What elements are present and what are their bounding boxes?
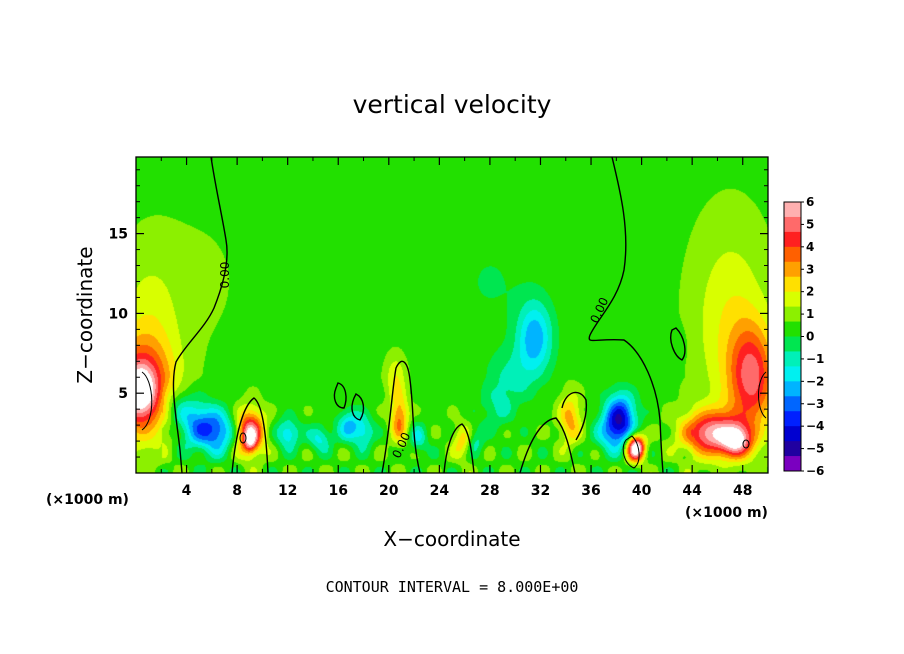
x-tick-label: 40 (632, 483, 652, 499)
x-tick-label: 36 (581, 483, 600, 499)
colorbar-swatch (784, 291, 801, 308)
x-tick-label: 44 (682, 483, 702, 499)
colorbar-swatch (784, 456, 801, 472)
colorbar-tick-label: −5 (806, 442, 824, 456)
x-tick-label: 48 (733, 483, 752, 499)
colorbar-swatch (784, 336, 801, 352)
z-tick-label: 5 (118, 386, 128, 402)
zero-contour-line (561, 391, 588, 441)
colorbar-swatch (784, 381, 801, 397)
z-tick-label: 15 (109, 227, 128, 243)
plot-frame (135, 156, 769, 474)
zero-contour-line (588, 156, 664, 474)
colorbar-tick-label: −4 (806, 419, 824, 433)
colorbar-swatch (784, 276, 801, 293)
colorbar-swatch (784, 321, 801, 337)
plot-area: 0.00 0.00 0.00 4 8 12 16 20 24 28 32 36 40 44 48 51… (109, 156, 769, 499)
colorbar-tick-label: 1 (806, 307, 814, 321)
colorbar-swatch (784, 366, 801, 382)
chart-title: vertical velocity (353, 90, 552, 119)
x-axis-unit: (×1000 m) (685, 505, 768, 521)
colorbar-tick-label: −6 (806, 464, 824, 478)
x-axis-label: X−coordinate (383, 527, 520, 551)
velocity-field (136, 157, 768, 473)
zero-contour-line (239, 432, 247, 444)
contour-interval-note: CONTOUR INTERVAL = 8.000E+00 (326, 578, 579, 596)
colorbar-tick-label: 2 (806, 285, 814, 299)
colorbar-swatch (784, 411, 801, 427)
colorbar-tick-label: 6 (806, 195, 814, 209)
zero-contour-line (351, 393, 365, 421)
colorbar-swatch (784, 426, 801, 442)
colorbar-tick-label: −2 (806, 374, 824, 388)
colorbar-swatch (784, 351, 801, 367)
zero-contour-line (231, 397, 269, 474)
zero-contour-line (141, 371, 153, 431)
x-tick-label: 16 (328, 483, 347, 499)
x-tick-label: 32 (531, 483, 550, 499)
zero-contour-line (443, 423, 475, 474)
z-axis-ticks: 5 10 15 (109, 169, 768, 458)
x-tick-label: 8 (232, 483, 242, 499)
colorbar-swatch (784, 396, 801, 412)
zero-contours (141, 156, 767, 474)
x-axis-ticks: 4 8 12 16 20 24 28 32 36 40 44 48 (160, 157, 752, 499)
colorbar-tick-label: −3 (806, 397, 824, 411)
colorbar-tick-label: 0 (806, 330, 814, 344)
zero-contour-line (519, 417, 576, 474)
colorbar-swatch (784, 202, 801, 218)
x-tick-label: 4 (182, 483, 192, 499)
zero-contour-line (333, 382, 347, 409)
x-tick-label: 28 (480, 483, 499, 499)
contour-label: 0.00 (218, 262, 232, 289)
z-axis-unit: (×1000 m) (46, 492, 129, 508)
colorbar-tick-label: 3 (806, 262, 814, 276)
colorbar-swatch (784, 216, 801, 233)
zero-contour-line (381, 360, 421, 474)
colorbar-swatch (784, 261, 801, 278)
colorbar-tick-label: −1 (806, 352, 824, 366)
z-axis-label: Z−coordinate (73, 246, 97, 383)
colorbar-swatch (784, 441, 801, 457)
zero-contour-line (172, 156, 228, 474)
zero-contour-line (670, 327, 686, 361)
colorbar-tick-label: 4 (806, 240, 814, 254)
colorbar-tick-label: 5 (806, 217, 814, 231)
x-tick-label: 20 (379, 483, 399, 499)
zero-contour-line (742, 439, 750, 449)
z-tick-label: 10 (109, 306, 129, 322)
zero-contour-line (758, 371, 767, 419)
zero-contour-line (622, 435, 640, 469)
x-tick-label: 24 (430, 483, 450, 499)
x-tick-label: 12 (278, 483, 297, 499)
colorbar-swatch (784, 231, 801, 248)
colorbar: 6 5 4 3 2 1 0 −1 −2 −3 −4 −5 −6 (783, 195, 824, 478)
colorbar-swatch (784, 306, 801, 323)
colorbar-swatch (784, 246, 801, 263)
